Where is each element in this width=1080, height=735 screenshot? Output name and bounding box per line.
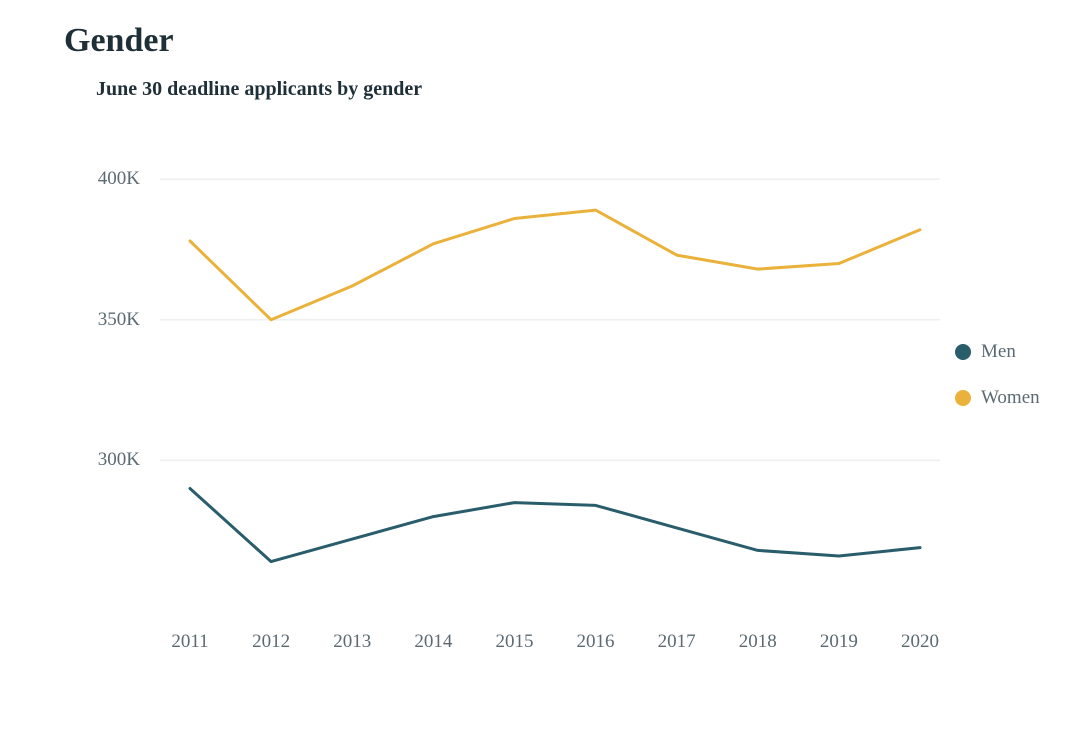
legend-item-men: Men [955, 341, 1040, 363]
series-line-men [190, 489, 920, 562]
legend-item-women: Women [955, 387, 1040, 409]
series-line-women [190, 210, 920, 320]
x-axis-label: 2013 [333, 631, 371, 653]
y-axis-label: 400K [50, 168, 140, 190]
chart-svg [50, 131, 1040, 661]
x-axis-label: 2017 [658, 631, 696, 653]
legend-label: Women [981, 387, 1040, 409]
page-title: Gender [64, 22, 1060, 60]
chart-subtitle: June 30 deadline applicants by gender [96, 78, 1060, 101]
y-axis-label: 300K [50, 449, 140, 471]
legend-swatch-icon [955, 390, 971, 406]
x-axis-label: 2020 [901, 631, 939, 653]
legend-label: Men [981, 341, 1016, 363]
page: Gender June 30 deadline applicants by ge… [0, 0, 1080, 735]
y-axis-label: 350K [50, 309, 140, 331]
x-axis-label: 2019 [820, 631, 858, 653]
x-axis-label: 2011 [171, 631, 208, 653]
x-axis-label: 2018 [739, 631, 777, 653]
x-axis-label: 2016 [577, 631, 615, 653]
legend: Men Women [955, 341, 1040, 409]
legend-swatch-icon [955, 344, 971, 360]
x-axis-label: 2015 [495, 631, 533, 653]
x-axis-label: 2012 [252, 631, 290, 653]
x-axis-label: 2014 [414, 631, 452, 653]
chart-area: 300K 350K 400K 2011 2012 2013 2014 2015 2016 2017… [50, 131, 1040, 661]
